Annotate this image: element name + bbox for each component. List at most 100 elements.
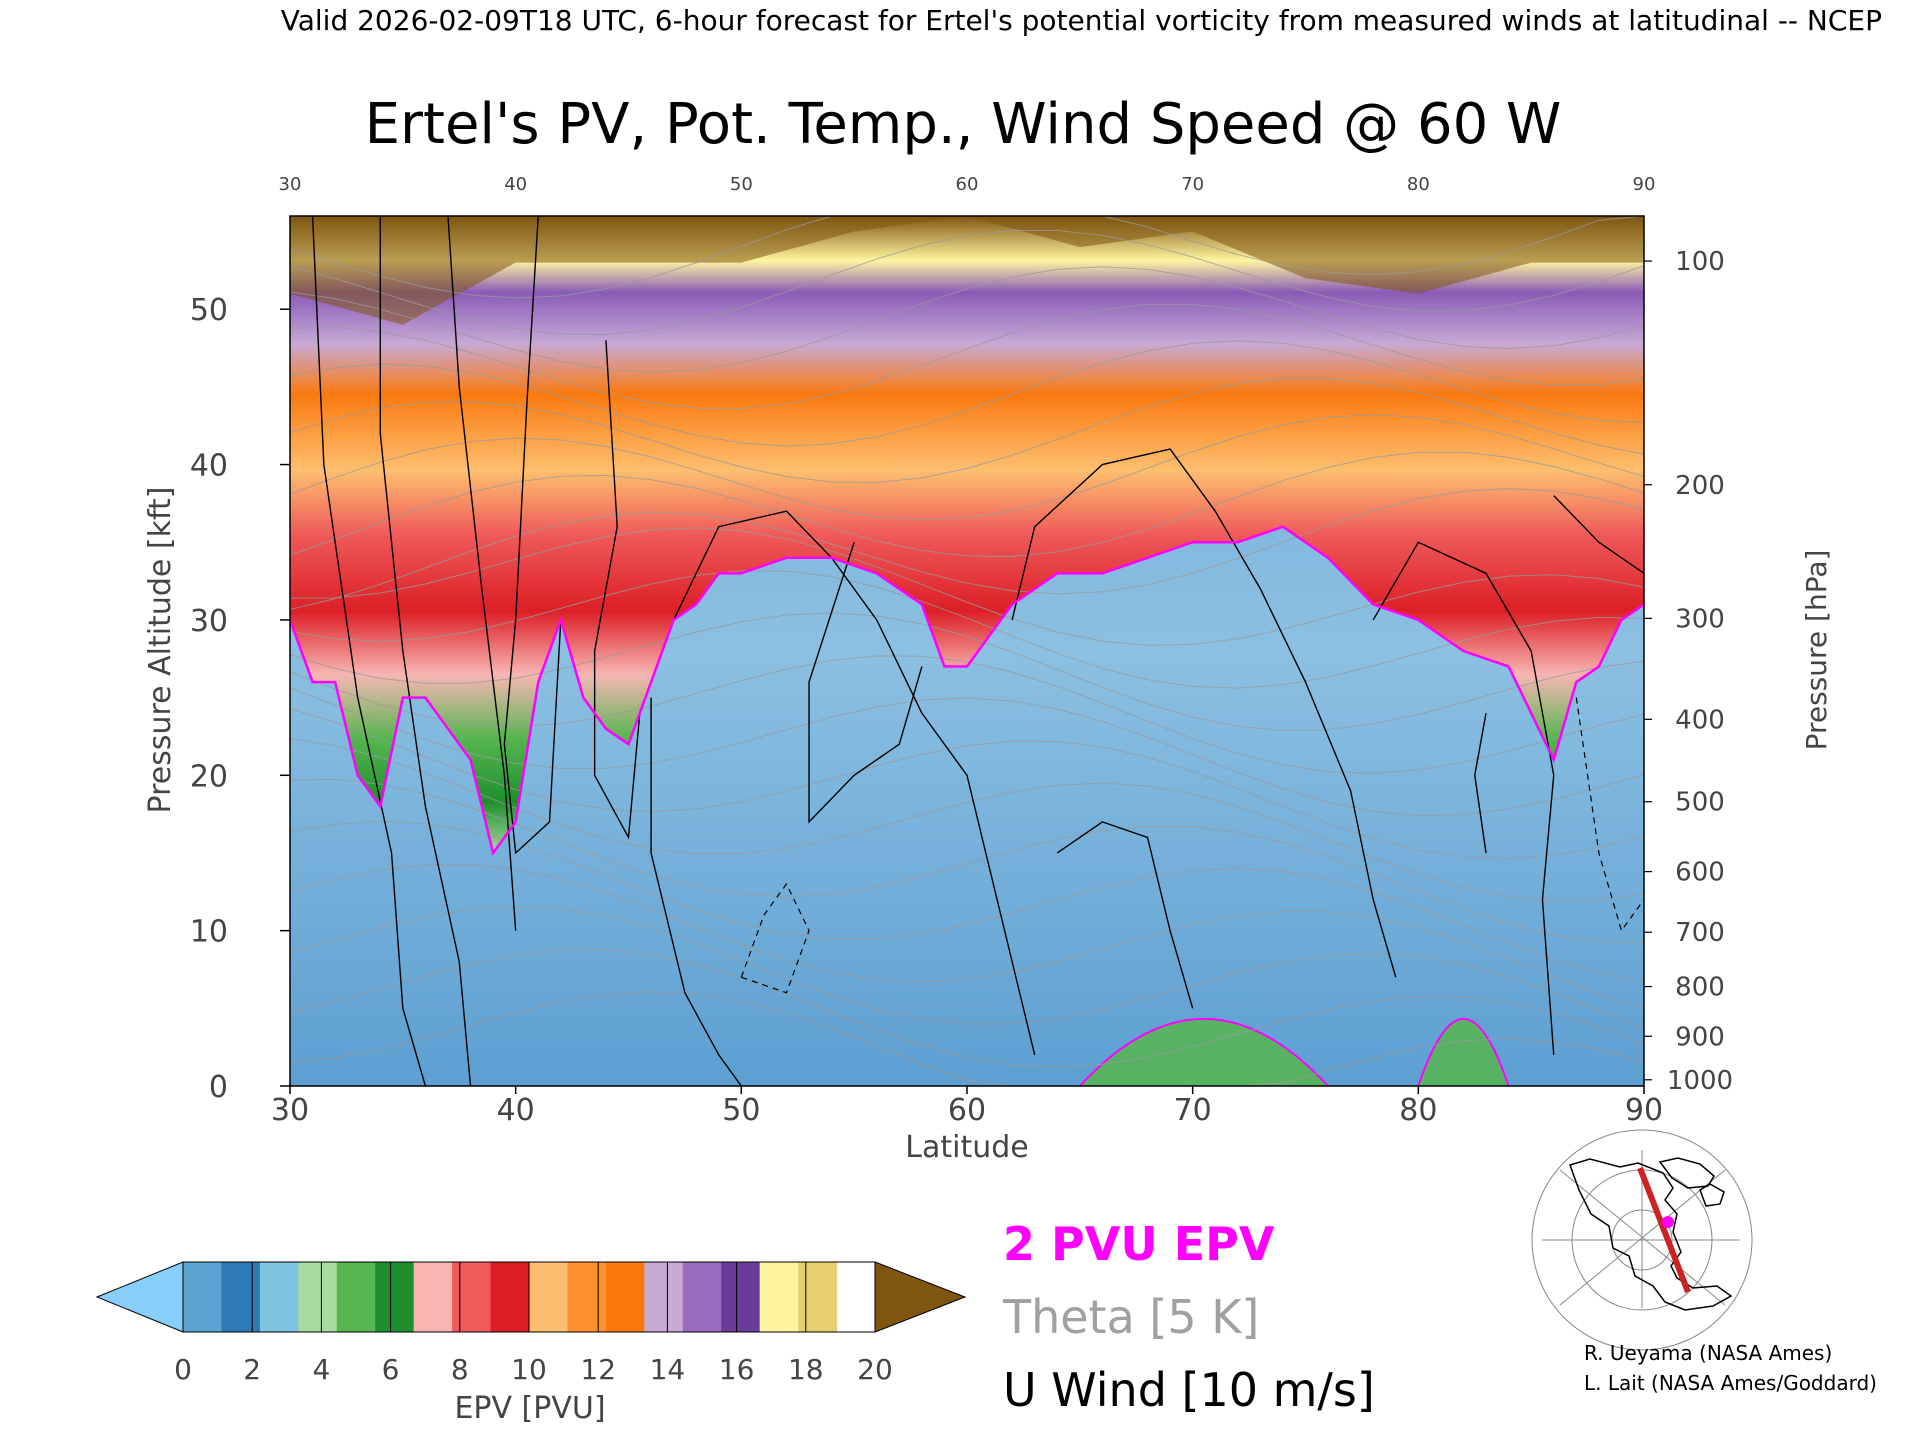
colorbar-over-arrow	[874, 1261, 967, 1333]
2-pvu-tropopause-line	[290, 525, 1644, 856]
theta-contour	[290, 414, 1644, 521]
colorbar-swatch	[798, 1262, 838, 1332]
credit-line-2: L. Lait (NASA Ames/Goddard)	[1584, 1371, 1877, 1395]
pressure-tick-label: 400	[1675, 705, 1725, 735]
pressure-tick-label: 200	[1675, 471, 1725, 501]
x-top-tick-label: 40	[504, 174, 527, 195]
pressure-tick-label: 700	[1675, 918, 1725, 948]
theta-contour	[290, 377, 1644, 484]
theta-contour	[290, 612, 1644, 731]
colorbar-tick-label: 20	[857, 1353, 893, 1386]
section-point	[1662, 1216, 1674, 1228]
colorbar-tick-label: 0	[174, 1353, 192, 1386]
theta-contour	[290, 738, 1644, 902]
x-tick-label: 90	[1625, 1093, 1663, 1128]
u-wind-contour	[1372, 541, 1555, 1055]
theta-contour	[290, 451, 1644, 557]
pressure-tick-label: 300	[1675, 604, 1725, 634]
colorbar-swatch	[413, 1262, 453, 1332]
legend-2pvu-epv: 2 PVU EPV	[1003, 1217, 1275, 1271]
colorbar-tick-labels: 0 2 4 6 8 10 12 14 16 18 20	[174, 1262, 893, 1386]
section-line	[1637, 1166, 1691, 1294]
x-top-tick-label: 70	[1181, 174, 1204, 195]
colorbar-tick-label: 10	[511, 1353, 547, 1386]
theta-contour	[290, 527, 1644, 646]
colorbar-swatch	[375, 1262, 415, 1332]
theta-contour	[290, 820, 1644, 983]
theta-contour	[290, 340, 1644, 447]
chart-title: Ertel's PV, Pot. Temp., Wind Speed @ 60 …	[365, 92, 1562, 157]
colorbar-swatch	[759, 1262, 799, 1332]
pressure-tick-label: 800	[1675, 973, 1725, 1003]
theta-contour	[290, 949, 1644, 1068]
theta-contour	[290, 303, 1644, 410]
u-wind-contour	[650, 697, 742, 1086]
u-wind-contour	[1056, 821, 1194, 1009]
low-pv-2pvu-line	[1417, 1018, 1510, 1086]
x-top-tick-label: 90	[1633, 174, 1656, 195]
theta-contour	[290, 687, 1644, 817]
pressure-axis-label: Pressure [hPa]	[1800, 550, 1833, 751]
epv-colorbar	[95, 1261, 967, 1333]
colorbar-tick-label: 8	[451, 1353, 469, 1386]
x-axis-top: 30 40 50 60 70 80 90	[279, 174, 1656, 195]
theta-contour	[290, 266, 1644, 373]
colorbar-swatch	[221, 1262, 261, 1332]
x-axis-bottom: 30 40 50 60 70 80 90	[271, 1086, 1663, 1128]
theta-contour	[290, 708, 1644, 859]
u-wind-contour	[808, 542, 923, 824]
pressure-tick-label: 1000	[1667, 1066, 1733, 1096]
low-level-pv-patches	[1079, 1018, 1510, 1086]
theta-contour	[290, 906, 1644, 1029]
colorbar-tick-label: 2	[243, 1353, 261, 1386]
colorbar-swatch	[605, 1262, 645, 1332]
colorbar-swatch	[721, 1262, 761, 1332]
colorbar-swatch	[452, 1262, 492, 1332]
u-wind-contour	[379, 216, 472, 1086]
colorbar-tick-label: 12	[580, 1353, 616, 1386]
legend-u-wind: U Wind [10 m/s]	[1003, 1363, 1375, 1417]
pressure-axis-right: 100 200 300 400 500 600 700 800 900 1000	[1644, 247, 1733, 1096]
x-top-tick-label: 30	[279, 174, 302, 195]
colorbar-swatch	[183, 1262, 222, 1332]
y-tick-label: 10	[190, 915, 228, 950]
pressure-tick-label: 100	[1675, 247, 1725, 277]
colorbar-tick-label: 6	[382, 1353, 400, 1386]
colorbar-tick-label: 16	[719, 1353, 755, 1386]
location-map-inset	[1531, 1129, 1753, 1351]
u-wind-contour	[503, 216, 562, 855]
credit-line-1: R. Ueyama (NASA Ames)	[1584, 1341, 1832, 1365]
colorbar-swatch	[259, 1262, 299, 1332]
u-wind-contour	[311, 216, 427, 1086]
colorbar-tick-label: 14	[650, 1353, 686, 1386]
theta-contour	[290, 991, 1644, 1086]
colorbar-swatch	[682, 1262, 722, 1332]
x-top-tick-label: 60	[956, 174, 979, 195]
u-wind-easterly-contour	[1575, 697, 1644, 932]
colorbar-swatch	[298, 1262, 338, 1332]
theta-contour	[290, 229, 1644, 336]
y-axis-left: 0 10 20 30 40 50	[190, 293, 290, 1105]
x-axis-label: Latitude	[905, 1130, 1028, 1165]
stratosphere-pv-region	[290, 216, 1644, 853]
y-tick-label: 30	[190, 604, 228, 639]
pressure-tick-label: 900	[1675, 1022, 1725, 1052]
u-wind-easterly-contour	[740, 882, 810, 994]
u-wind-contour	[1553, 495, 1644, 574]
valid-time-header: Valid 2026-02-09T18 UTC, 6-hour forecast…	[281, 4, 1882, 37]
colorbar-swatch	[529, 1262, 568, 1332]
y-tick-label: 50	[190, 293, 228, 328]
colorbar-tick-label: 18	[788, 1353, 824, 1386]
pressure-tick-label: 500	[1675, 788, 1725, 818]
low-pv-2pvu-line	[1079, 1018, 1329, 1086]
colorbar-swatch	[490, 1262, 530, 1332]
colorbar-under-arrow	[95, 1261, 184, 1333]
colorbar-swatch	[567, 1262, 607, 1332]
colorbar-label: EPV [PVU]	[454, 1391, 605, 1426]
theta-contour	[290, 216, 1644, 299]
x-tick-label: 50	[722, 1093, 760, 1128]
y-tick-label: 20	[190, 759, 228, 794]
y-tick-label: 40	[190, 449, 228, 484]
y-axis-label: Pressure Altitude [kft]	[143, 487, 178, 814]
